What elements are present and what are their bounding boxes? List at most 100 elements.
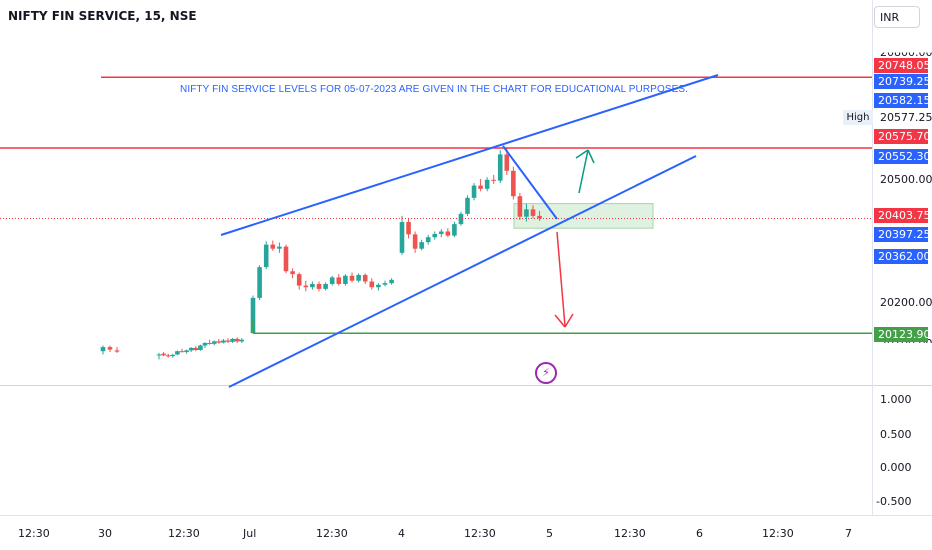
candle-body (399, 222, 405, 253)
candle-body (156, 354, 162, 356)
candle-body (517, 196, 523, 217)
indicator-axis-label: 0.000 (880, 461, 912, 474)
falling-trendline[interactable] (502, 145, 558, 220)
high-marker-value: 20577.25 (880, 111, 932, 124)
candle-body (530, 209, 536, 216)
up-arrow-shaft[interactable] (578, 149, 589, 194)
indicator-axis-label: 0.500 (880, 428, 912, 441)
chart-annotation-text: NIFTY FIN SERVICE LEVELS FOR 05-07-2023 … (180, 84, 689, 95)
candle-body (165, 355, 171, 357)
price-tag: 20552.30 (874, 149, 931, 164)
candle-body (290, 271, 295, 275)
candle-body (310, 283, 315, 288)
price-tag: 20582.15 (874, 93, 931, 108)
price-axis-label-top: 20800.00 (880, 46, 932, 60)
time-axis-label: Jul (243, 527, 257, 540)
candles-group (100, 147, 654, 360)
candle-body (170, 354, 176, 357)
candle-body (230, 338, 235, 342)
candle-body (458, 213, 464, 225)
candle-body (234, 338, 240, 342)
candle-body (184, 350, 189, 353)
candle-body (419, 242, 424, 249)
time-axis-label: 12:30 (316, 527, 348, 540)
time-axis-label: 30 (98, 527, 112, 540)
price-tag: 20748.05 (874, 58, 931, 73)
time-axis-label: 12:30 (614, 527, 646, 540)
time-axis-label: 12:30 (464, 527, 496, 540)
indicator-axis-label: 1.000 (880, 393, 912, 406)
time-axis-label: 5 (546, 527, 553, 540)
lightning-icon[interactable]: ⚡ (535, 362, 557, 384)
currency-selector[interactable]: INR (874, 6, 920, 28)
candle-body (537, 215, 542, 219)
candle-body (179, 351, 185, 353)
price-tag: 20403.75 (874, 208, 931, 223)
candle-body (296, 274, 302, 286)
candle-body (343, 275, 348, 284)
candle-body (114, 350, 120, 352)
candle-body (202, 343, 208, 346)
candle-body (211, 341, 217, 344)
candle-body (283, 246, 289, 272)
candle-body (207, 343, 212, 344)
down-arrow-shaft[interactable] (556, 231, 566, 327)
price-axis-label: 20200.00 (880, 296, 932, 309)
high-marker-label: High (843, 110, 873, 125)
time-axis-label: 7 (845, 527, 852, 540)
candle-body (478, 185, 483, 189)
candle-body (193, 347, 199, 350)
candle-body (225, 340, 231, 342)
time-axis-label: 6 (696, 527, 703, 540)
symbol-title: NIFTY FIN SERVICE, 15, NSE (8, 9, 197, 23)
down-arrow-head-right[interactable] (564, 313, 574, 328)
candle-body (277, 246, 282, 249)
candle-body (491, 179, 496, 181)
up-arrow-head-left[interactable] (575, 149, 589, 159)
candle-body (198, 345, 203, 350)
candle-body (382, 283, 388, 285)
demand-zone-rectangle (513, 203, 654, 229)
time-axis-label: 12:30 (762, 527, 794, 540)
price-tag: 20362.00 (874, 249, 931, 264)
candle-body (100, 347, 106, 352)
candle-body (161, 353, 166, 356)
price-axis-label: 20500.00 (880, 173, 932, 186)
candle-body (270, 244, 276, 249)
price-tag: 20397.25 (874, 227, 931, 242)
candle-body (188, 347, 194, 351)
candle-body (484, 179, 490, 189)
candle-body (349, 275, 355, 281)
down-arrow-head-left[interactable] (554, 314, 566, 328)
candle-body (336, 277, 342, 284)
candle-body (504, 154, 510, 171)
candle-body (323, 283, 328, 289)
candle-body (497, 154, 503, 181)
candle-body (471, 185, 477, 198)
candle-body (465, 197, 470, 214)
candle-body (329, 277, 335, 284)
candle-body (412, 234, 418, 249)
candle-body (369, 281, 375, 288)
candle-body (250, 297, 256, 334)
upper-channel-line[interactable] (220, 74, 719, 236)
candle-body (376, 284, 381, 288)
lower-channel-line[interactable] (228, 155, 697, 388)
candle-body (425, 237, 431, 243)
candle-body (524, 209, 529, 217)
up-arrow-head-right[interactable] (587, 149, 595, 164)
candle-body (107, 347, 113, 350)
time-axis-label: 12:30 (18, 527, 50, 540)
candle-body (389, 279, 394, 284)
candle-body (221, 340, 226, 343)
candle-body (452, 224, 457, 236)
candle-body (303, 285, 309, 288)
time-axis-label: 12:30 (168, 527, 200, 540)
price-tag: 20739.25 (874, 74, 931, 89)
candle-body (511, 170, 516, 197)
candle-body (263, 244, 269, 268)
candle-body (432, 233, 438, 238)
time-axis-label: 4 (398, 527, 405, 540)
candle-body (445, 231, 451, 236)
